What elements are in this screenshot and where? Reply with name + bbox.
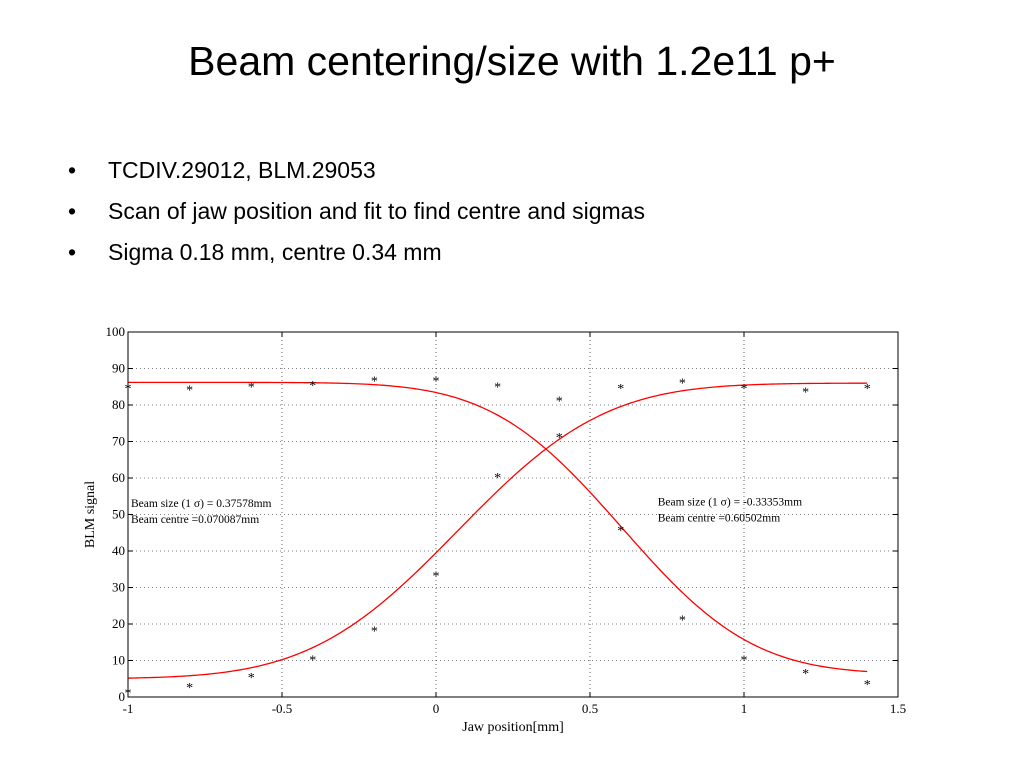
y-tick-label: 90 [112, 361, 125, 376]
bullet-item: • Scan of jaw position and fit to find ce… [68, 191, 645, 232]
y-axis-label: BLM signal [83, 481, 98, 548]
data-point-marker: * [494, 381, 501, 396]
y-tick-label: 70 [112, 434, 125, 449]
fit-annotation-left: Beam size (1 σ) = 0.37578mm Beam centre … [131, 498, 272, 526]
data-point-marker: * [371, 624, 378, 639]
x-tick-label: 1.5 [890, 701, 906, 716]
sigma-symbol: σ [721, 496, 728, 508]
data-points: ************************** [125, 374, 871, 701]
x-tick-label: -0.5 [272, 701, 293, 716]
bullet-symbol: • [68, 157, 77, 183]
grid-lines [128, 332, 898, 697]
axis-ticks: -1 -0.5 0 0.5 1 1.5 0 10 20 30 40 50 60 70 80 90 100 [106, 324, 907, 716]
data-point-marker: * [248, 671, 255, 686]
data-point-marker: * [617, 382, 624, 397]
fit-curve-2 [128, 381, 868, 673]
x-axis-label: Jaw position[mm] [462, 720, 564, 735]
y-tick-label: 30 [112, 580, 125, 595]
bullet-item: • Sigma 0.18 mm, centre 0.34 mm [68, 232, 645, 273]
data-point-marker: * [309, 654, 316, 669]
bullet-list: • TCDIV.29012, BLM.29053 • Scan of jaw pos… [68, 150, 645, 273]
y-tick-label: 50 [112, 507, 125, 522]
y-tick-label: 0 [119, 689, 126, 704]
data-point-marker: * [371, 374, 378, 389]
slide-title: Beam centering/size with 1.2e11 p+ [188, 38, 836, 84]
annotation-left-suffix: ) = 0.37578mm [200, 498, 271, 510]
data-point-marker: * [556, 395, 563, 410]
annotation-right-prefix: Beam size (1 [658, 496, 721, 508]
x-tick-label: -1 [123, 701, 134, 716]
bullet-text: TCDIV.29012, BLM.29053 [108, 157, 376, 183]
data-point-marker: * [309, 379, 316, 394]
annotation-right-suffix: ) = -0.33353mm [727, 496, 802, 508]
data-point-marker: * [556, 431, 563, 446]
fit-curves [127, 381, 868, 679]
fit-annotation-right: Beam size (1 σ) = -0.33353mm Beam centre… [658, 496, 802, 524]
bullet-text: Scan of jaw position and fit to find cen… [108, 198, 645, 224]
annotation-left-line2: Beam centre =0.070087mm [131, 514, 259, 526]
data-point-marker: * [802, 385, 809, 400]
annotation-right-line1: Beam size (1 σ) = -0.33353mm [658, 496, 802, 508]
data-point-marker: * [864, 382, 871, 397]
blm-scan-chart: ************************** -1-0.500.511.… [83, 324, 907, 735]
bullet-symbol: • [68, 198, 77, 224]
annotation-left-line1: Beam size (1 σ) = 0.37578mm [131, 498, 272, 510]
x-tick-label: 0 [433, 701, 440, 716]
data-point-marker: * [679, 614, 686, 629]
y-tick-label: 80 [112, 397, 125, 412]
bullet-symbol: • [68, 239, 77, 265]
data-point-marker: * [186, 681, 193, 696]
y-tick-label: 20 [112, 616, 125, 631]
data-point-marker: * [802, 667, 809, 682]
y-tick-label: 10 [112, 653, 125, 668]
fit-curve-1 [127, 382, 868, 679]
data-point-marker: * [248, 381, 255, 396]
y-tick-label: 40 [112, 543, 125, 558]
annotation-right-line2: Beam centre =0.60502mm [658, 512, 780, 524]
y-tick-label: 60 [112, 470, 125, 485]
bullet-text: Sigma 0.18 mm, centre 0.34 mm [108, 239, 442, 265]
y-tick-label: 100 [106, 324, 126, 339]
data-point-marker: * [433, 570, 440, 585]
data-point-marker: * [679, 376, 686, 391]
sigma-symbol: σ [194, 498, 201, 510]
bullet-item: • TCDIV.29012, BLM.29053 [68, 150, 645, 191]
data-point-marker: * [741, 382, 748, 397]
data-point-marker: * [494, 471, 501, 486]
x-tick-label: 0.5 [582, 701, 598, 716]
annotation-left-prefix: Beam size (1 [131, 498, 194, 510]
data-point-marker: * [864, 678, 871, 693]
data-point-marker: * [617, 524, 624, 539]
data-point-marker: * [741, 654, 748, 669]
data-point-marker: * [433, 374, 440, 389]
x-tick-label: 1 [741, 701, 748, 716]
data-point-marker: * [186, 384, 193, 399]
